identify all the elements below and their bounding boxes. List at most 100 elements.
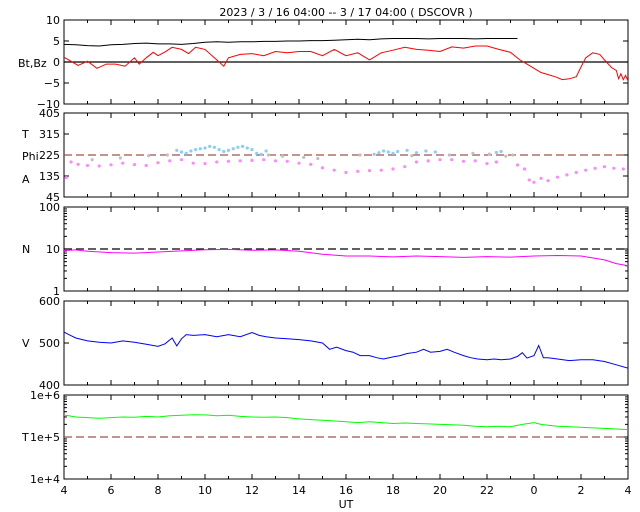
data-point-theta — [226, 148, 231, 152]
data-point-theta — [1, 127, 4, 130]
data-point-theta — [34, 132, 37, 135]
y-tick-label: 10 — [46, 14, 60, 27]
data-point-theta — [494, 150, 498, 155]
data-point-phi — [515, 163, 520, 167]
series-line-n — [64, 248, 628, 267]
series-theta — [1, 127, 503, 156]
data-point-mixed — [447, 153, 451, 157]
y-tick-label: 1e+5 — [30, 431, 60, 444]
data-point-theta — [194, 148, 198, 152]
x-tick-label: 2 — [578, 484, 585, 497]
x-tick-label: 8 — [155, 484, 162, 497]
data-point-theta — [372, 152, 376, 156]
y-tick-label: 5 — [53, 35, 60, 48]
data-point-theta — [414, 151, 419, 155]
data-point-theta — [382, 149, 386, 153]
data-point-phi — [76, 162, 80, 166]
data-point-phi — [97, 164, 101, 168]
data-point-phi — [539, 176, 543, 180]
data-point-phi — [555, 175, 560, 179]
data-point-mixed — [147, 154, 151, 158]
y-tick-label: 1 — [53, 285, 60, 298]
data-point-mixed — [358, 153, 362, 157]
data-point-phi — [250, 158, 254, 162]
data-point-phi — [473, 159, 477, 163]
data-point-phi — [602, 165, 607, 169]
data-point-phi — [438, 158, 442, 162]
data-point-phi — [215, 160, 219, 164]
data-point-theta — [212, 145, 216, 149]
data-point-phi — [485, 162, 489, 166]
series-group — [64, 248, 628, 267]
x-tick-label: 18 — [386, 484, 400, 497]
data-point-theta — [386, 150, 390, 154]
data-point-phi — [584, 168, 588, 172]
y-tick-label: 225 — [39, 149, 60, 162]
y-tick-label: 500 — [39, 337, 60, 350]
x-tick-label: 4 — [625, 484, 632, 497]
panel-bt-bz: 10 5 0 −5 −10 Bt,Bz — [18, 14, 629, 111]
y-axis-label: A — [22, 173, 30, 186]
data-point-phi — [574, 170, 578, 175]
y-axis-label: N — [22, 243, 30, 256]
y-tick-label: 1e+6 — [30, 389, 60, 402]
data-point-phi — [367, 169, 372, 173]
x-tick-label: 10 — [198, 484, 212, 497]
data-point-theta — [424, 149, 428, 153]
data-point-mixed — [504, 154, 508, 158]
data-point-phi — [450, 158, 454, 162]
panel-density: 100 10 1 N — [22, 201, 629, 298]
x-tick-label: 20 — [433, 484, 447, 497]
x-tick-label: 0 — [531, 484, 538, 497]
data-point-mixed — [471, 151, 475, 155]
data-point-phi — [203, 162, 207, 166]
x-axis-label: UT — [339, 498, 354, 511]
data-point-phi — [85, 163, 90, 168]
data-point-phi — [565, 173, 569, 177]
data-point-theta — [175, 148, 179, 152]
data-point-phi — [109, 163, 113, 167]
chart-panels: 1050−5−10Bt,Bz40531522513545TPhiA100101N… — [1, 14, 632, 497]
y-axis-label: T — [21, 128, 29, 141]
y-axis-label: Bt,Bz — [18, 57, 47, 70]
data-point-theta — [198, 147, 202, 151]
y-tick-label: 1e+4 — [30, 473, 60, 486]
data-point-phi — [527, 178, 531, 182]
data-point-mixed — [90, 158, 94, 162]
panel-temperature: 1e+6 1e+5 1e+4 T — [21, 389, 629, 486]
data-point-theta — [499, 149, 503, 154]
y-axis-label: Phi — [22, 150, 39, 163]
data-point-phi — [391, 167, 395, 171]
x-tick-label: 14 — [292, 484, 306, 497]
data-point-phi — [273, 159, 278, 163]
data-point-phi — [121, 161, 125, 165]
data-point-theta — [222, 149, 226, 154]
series-group — [1, 127, 625, 184]
y-tick-label: −10 — [37, 98, 60, 111]
data-point-phi — [344, 170, 348, 175]
data-point-phi — [332, 168, 336, 172]
data-point-phi — [168, 159, 172, 163]
x-tick-label: 12 — [245, 484, 259, 497]
data-point-phi — [523, 167, 527, 171]
data-point-phi — [414, 160, 419, 164]
y-tick-label: −5 — [44, 77, 60, 90]
data-point-theta — [30, 133, 33, 136]
data-point-phi — [285, 159, 289, 163]
y-tick-label: 315 — [39, 128, 60, 141]
data-point-theta — [245, 146, 249, 150]
series-line-bz — [64, 45, 628, 83]
data-point-phi — [64, 176, 68, 180]
y-tick-label: 400 — [39, 379, 60, 392]
data-point-theta — [217, 148, 221, 152]
data-point-theta — [189, 149, 193, 153]
y-tick-label: 600 — [39, 295, 60, 308]
data-point-theta — [6, 133, 9, 136]
data-point-theta — [396, 149, 400, 154]
data-point-mixed — [118, 156, 122, 160]
data-point-theta — [255, 151, 259, 155]
data-point-theta — [433, 150, 437, 154]
data-point-phi — [379, 168, 383, 172]
data-point-theta — [15, 138, 18, 141]
series-line-v — [64, 331, 628, 369]
